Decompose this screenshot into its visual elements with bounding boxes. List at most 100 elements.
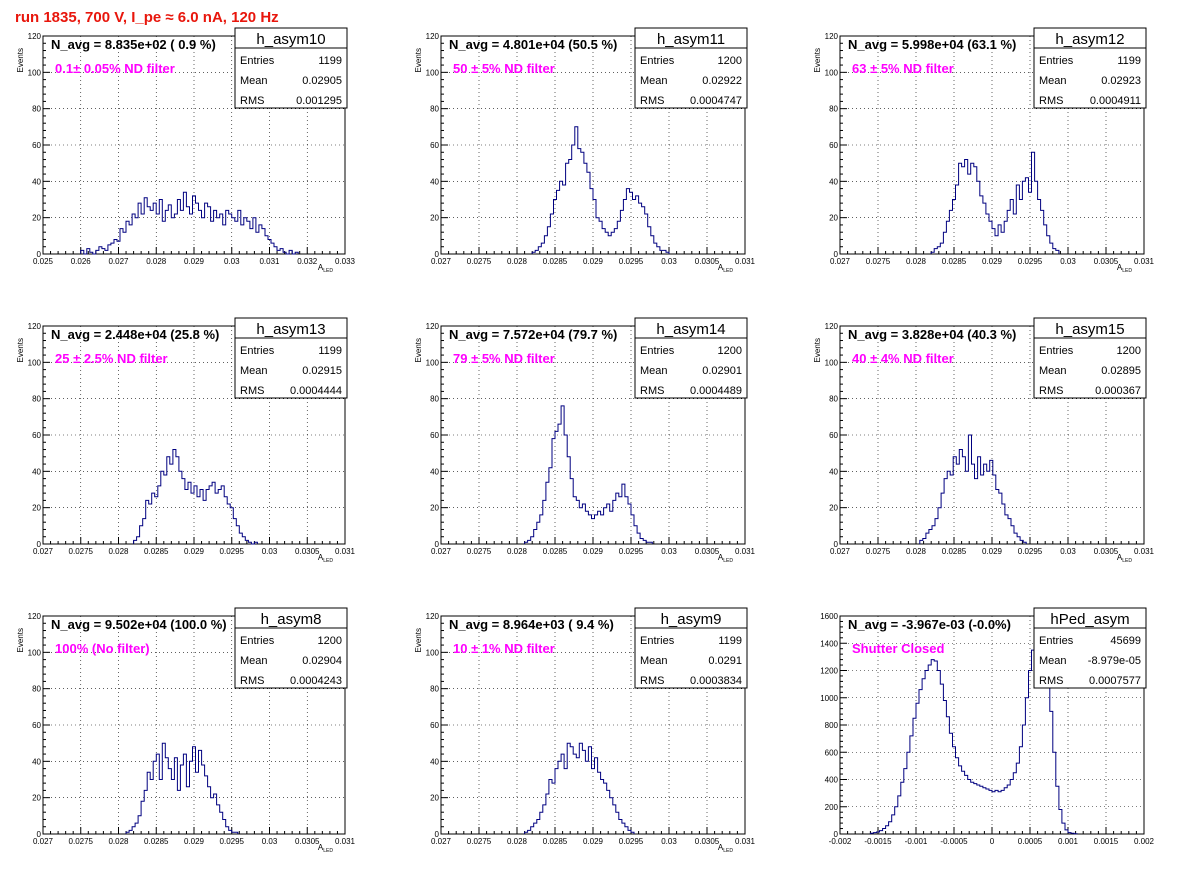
stats-label: Mean — [1039, 365, 1067, 377]
stats-box — [634, 317, 748, 399]
x-tick-label: 0.03 — [262, 837, 278, 846]
stats-value: 0.0003834 — [690, 675, 742, 687]
stats-label: RMS — [240, 675, 264, 687]
y-tick-label: 40 — [829, 177, 838, 186]
y-tick-label: 120 — [825, 322, 839, 331]
y-tick-label: 100 — [28, 358, 42, 367]
y-tick-label: 1400 — [820, 639, 838, 648]
x-tick-label: 0.028 — [146, 257, 167, 266]
page-title: run 1835, 700 V, I_pe ≈ 6.0 nA, 120 Hz — [15, 9, 279, 26]
stats-title: hPed_asym — [1050, 611, 1129, 628]
stats-label: Mean — [240, 75, 268, 87]
y-tick-label: 100 — [426, 358, 440, 367]
x-tick-label: 0.001 — [1058, 837, 1079, 846]
x-tick-label: 0.027 — [830, 257, 851, 266]
filter-annotation: 10 ± 1% ND filter — [453, 641, 555, 656]
y-tick-label: 1600 — [820, 612, 838, 621]
x-tick-label: 0.0275 — [467, 837, 492, 846]
x-tick-label: 0.028 — [507, 547, 528, 556]
histogram-panel-h_asym11: 0.027 0.0275 0.028 0.0285 0.029 0.0295 0.03 0.0… — [414, 27, 756, 274]
x-tick-label: 0.0285 — [144, 547, 169, 556]
x-tick-label: 0.0275 — [69, 547, 94, 556]
stats-value: -8.979e-05 — [1088, 655, 1141, 667]
histogram-line-h_asym11 — [531, 126, 670, 254]
histogram-line-h_asym8 — [125, 742, 239, 834]
histogram-panel-h_asym14: 0.027 0.0275 0.028 0.0285 0.029 0.0295 0.03 0.0… — [414, 317, 756, 564]
x-tick-label: 0.027 — [33, 547, 54, 556]
stats-value: 0.02915 — [302, 365, 342, 377]
y-tick-label: 80 — [829, 105, 838, 114]
y-tick-label: 60 — [430, 431, 439, 440]
y-tick-label: 0 — [435, 250, 440, 259]
stats-title: h_asym15 — [1055, 321, 1124, 338]
x-tick-label: 0.031 — [735, 837, 756, 846]
x-tick-label: 0.029 — [583, 257, 604, 266]
y-tick-label: 100 — [28, 68, 42, 77]
y-tick-label: 0 — [834, 250, 839, 259]
y-tick-label: 20 — [32, 214, 41, 223]
stats-title: h_asym13 — [256, 321, 325, 338]
navg-label: N_avg = 8.835e+02 ( 0.9 %) — [51, 37, 216, 52]
x-tick-label: 0.027 — [431, 547, 452, 556]
y-tick-label: 400 — [825, 776, 839, 785]
x-tick-label: 0.0275 — [467, 257, 492, 266]
x-tick-label: 0.0305 — [295, 547, 320, 556]
y-tick-label: 120 — [825, 32, 839, 41]
y-tick-label: 80 — [32, 105, 41, 114]
x-tick-label: 0.031 — [335, 547, 356, 556]
stats-title: h_asym12 — [1055, 31, 1124, 48]
x-tick-label: 0.0285 — [144, 837, 169, 846]
stats-label: Entries — [1039, 55, 1074, 67]
stats-label: RMS — [240, 95, 264, 107]
x-tick-label: 0.0295 — [1018, 257, 1043, 266]
histogram-line-h_asym9 — [524, 742, 635, 834]
stats-value: 1200 — [718, 55, 742, 67]
histogram-panel-h_asym13: 0.027 0.0275 0.028 0.0285 0.029 0.0295 0.03 0.0… — [16, 317, 356, 564]
y-tick-label: 80 — [32, 685, 41, 694]
x-tick-label: 0.0275 — [866, 257, 891, 266]
x-tick-label: 0.026 — [71, 257, 92, 266]
stats-value: 1200 — [1117, 345, 1141, 357]
navg-label: N_avg = 5.998e+04 (63.1 %) — [848, 37, 1016, 52]
stats-label: Entries — [1039, 345, 1074, 357]
y-tick-label: 60 — [430, 141, 439, 150]
y-tick-label: 60 — [430, 721, 439, 730]
y-tick-label: 20 — [32, 504, 41, 513]
stats-value: 0.02922 — [702, 75, 742, 87]
stats-label: Entries — [1039, 635, 1074, 647]
x-axis-label: ALED — [718, 843, 733, 854]
x-tick-label: 0.0295 — [619, 257, 644, 266]
y-tick-label: 1200 — [820, 667, 838, 676]
x-tick-label: 0.0295 — [619, 837, 644, 846]
filter-annotation: 63 ± 5% ND filter — [852, 61, 954, 76]
histogram-line-h_asym15 — [919, 434, 1027, 544]
stats-label: Mean — [640, 365, 668, 377]
filter-annotation: 79 ± 5% ND filter — [453, 351, 555, 366]
x-axis-label: ALED — [318, 263, 333, 274]
x-tick-label: 0.027 — [431, 257, 452, 266]
x-tick-label: 0.031 — [1134, 547, 1155, 556]
x-tick-label: 0 — [990, 837, 995, 846]
x-tick-label: 0.031 — [1134, 257, 1155, 266]
stats-label: Entries — [640, 635, 675, 647]
x-tick-label: 0.029 — [583, 547, 604, 556]
stats-title: h_asym8 — [261, 611, 322, 628]
stats-value: 0.02923 — [1101, 75, 1141, 87]
y-tick-label: 0 — [834, 830, 839, 839]
x-tick-label: 0.0305 — [1094, 257, 1119, 266]
y-tick-label: 600 — [825, 748, 839, 757]
x-tick-label: 0.0285 — [942, 257, 967, 266]
stats-label: Mean — [240, 365, 268, 377]
filter-annotation: 100% (No filter) — [55, 641, 150, 656]
x-tick-label: 0.03 — [661, 547, 677, 556]
x-axis-label: ALED — [1117, 553, 1132, 564]
x-tick-label: 0.0275 — [866, 547, 891, 556]
x-tick-label: 0.031 — [735, 257, 756, 266]
x-tick-label: 0.0305 — [695, 837, 720, 846]
x-tick-label: 0.0295 — [220, 837, 245, 846]
navg-label: N_avg = 3.828e+04 (40.3 %) — [848, 327, 1016, 342]
x-tick-label: 0.0305 — [295, 837, 320, 846]
stats-label: RMS — [1039, 385, 1063, 397]
x-tick-label: 0.03 — [224, 257, 240, 266]
x-tick-label: 0.0275 — [467, 547, 492, 556]
